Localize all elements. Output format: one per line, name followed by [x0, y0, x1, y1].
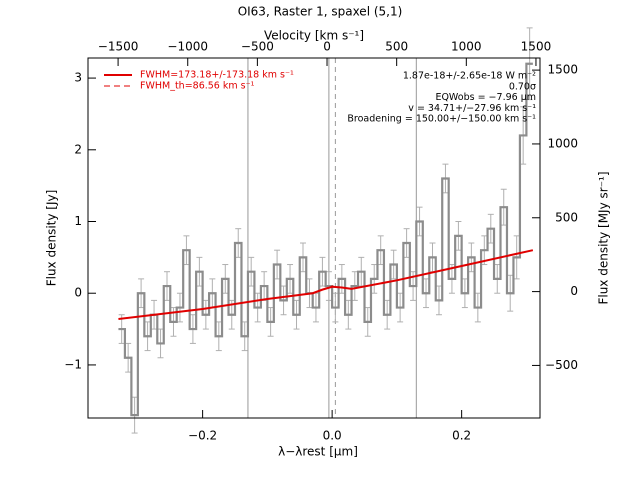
y2-tick-label: 0: [570, 284, 578, 298]
fit-line: [118, 249, 534, 321]
x2-tick-label: −1000: [167, 40, 208, 54]
annotation: 1.87e-18+/-2.65e-18 W m⁻²: [403, 71, 536, 82]
y-tick-label: 0: [74, 286, 82, 300]
plot-frame: [87, 57, 541, 419]
y2-tick-label: 1500: [547, 63, 578, 77]
y2-tick-label: 1000: [547, 136, 578, 150]
x-tick-label: −0.2: [188, 429, 217, 443]
y2-tick-label: 500: [555, 210, 578, 224]
x2-tick-label: −500: [241, 40, 274, 54]
spectrum-line: [118, 62, 533, 417]
annotation: 0.70σ: [509, 81, 536, 92]
y-tick-label: 2: [74, 142, 82, 156]
y-tick-label: −1: [64, 357, 82, 371]
fit-line: [312, 285, 352, 294]
x2-tick-label: 1500: [521, 40, 552, 54]
x2-tick-label: 1000: [451, 40, 482, 54]
chart-title: OI63, Raster 1, spaxel (5,1): [238, 5, 403, 19]
y-tick-label: 3: [74, 71, 82, 85]
x-axis-label: λ−λrest [μm]: [278, 445, 358, 459]
annotation: Broadening = 150.00+/−150.00 km s⁻¹: [347, 114, 536, 125]
y2-axis-label: Flux density [MJy sr⁻¹]: [597, 171, 611, 304]
x2-tick-label: 0: [323, 40, 331, 54]
annotation: v = 34.71+/−27.96 km s⁻¹: [408, 103, 536, 114]
annotation: EQWobs = −7.96 μm: [435, 92, 536, 103]
legend-label: FWHM=173.18+/-173.18 km s⁻¹: [140, 70, 294, 81]
y-axis-label: Flux density [Jy]: [45, 190, 59, 287]
y-tick-label: 1: [74, 214, 82, 228]
y2-tick-label: −500: [545, 358, 578, 372]
x2-axis-label: Velocity [km s⁻¹]: [264, 29, 364, 43]
x2-tick-label: −1500: [98, 40, 139, 54]
legend-label: FWHM_th=86.56 km s⁻¹: [140, 81, 255, 92]
x-tick-label: 0.0: [323, 429, 342, 443]
x-tick-label: 0.2: [452, 429, 471, 443]
x2-tick-label: 500: [385, 40, 408, 54]
